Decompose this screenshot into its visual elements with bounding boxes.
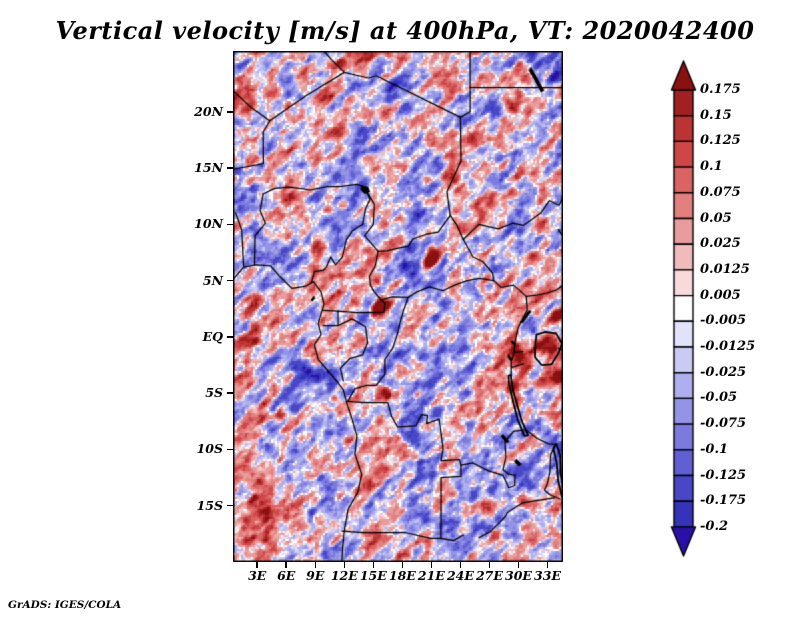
colorbar-tick-label: -0.175: [700, 493, 747, 509]
colorbar-tick-label: 0.1: [700, 159, 723, 175]
lon-tick-label: 21E: [417, 568, 445, 583]
lat-tick-label: 20N: [194, 103, 223, 119]
lon-tick-label: 6E: [277, 568, 296, 583]
colorbar-tick-label: 0.005: [700, 287, 741, 303]
colorbar: [663, 52, 708, 567]
lat-tick: [227, 111, 234, 113]
lon-tick-label: 15E: [359, 568, 387, 583]
colorbar-tick-label: 0.175: [700, 82, 741, 97]
colorbar-tick-label: -0.0125: [700, 339, 756, 354]
colorbar-tick-label: 0.0125: [700, 261, 750, 277]
lat-tick-label: 10S: [196, 441, 223, 457]
lat-tick: [227, 504, 234, 507]
lon-tick-label: 27E: [475, 568, 503, 583]
colorbar-tick-label: -0.075: [700, 416, 747, 432]
lon-tick: [459, 562, 462, 568]
lat-tick: [227, 279, 234, 282]
lat-tick-label: 15S: [196, 497, 223, 513]
lat-tick: [227, 223, 234, 226]
colorbar-tick-label: 0.075: [700, 184, 741, 200]
lat-tick-label: 5N: [202, 272, 223, 288]
lon-tick: [285, 562, 287, 568]
colorbar-tick-label: 0.15: [700, 107, 732, 123]
lon-tick: [546, 562, 549, 568]
lat-tick: [227, 392, 234, 394]
colorbar-tick-label: 0.125: [700, 133, 741, 149]
lon-tick: [401, 562, 404, 568]
lon-tick: [372, 562, 375, 568]
lat-tick-label: 5S: [205, 385, 223, 401]
map-canvas: [233, 51, 563, 562]
lon-tick: [256, 562, 258, 568]
lat-tick: [227, 448, 234, 451]
lon-tick: [488, 562, 491, 568]
lat-tick-label: EQ: [202, 328, 223, 344]
colorbar-tick-label: 0.05: [700, 210, 732, 226]
lon-tick: [314, 562, 316, 568]
lat-tick: [227, 336, 234, 338]
lon-tick-label: 3E: [248, 568, 267, 583]
lon-tick-label: 9E: [306, 568, 325, 583]
lon-tick: [430, 562, 433, 568]
colorbar-tick-label: -0.1: [700, 441, 729, 457]
colorbar-tick-label: -0.005: [700, 313, 747, 329]
lon-tick: [343, 562, 346, 568]
lon-tick-label: 12E: [330, 568, 358, 583]
lat-tick: [227, 167, 234, 169]
plot-title: Vertical velocity [m/s] at 400hPa, VT: 2…: [55, 16, 755, 45]
colorbar-tick-label: -0.2: [700, 518, 729, 534]
colorbar-tick-label: 0.025: [700, 236, 741, 252]
lon-tick-label: 18E: [388, 568, 416, 583]
lon-tick: [517, 562, 520, 568]
lon-tick-label: 33E: [534, 568, 561, 583]
lon-tick-label: 30E: [505, 568, 532, 583]
grads-credit: GrADS: IGES/COLA: [8, 599, 122, 611]
colorbar-tick-label: -0.05: [700, 390, 738, 406]
colorbar-tick-label: -0.125: [700, 467, 747, 483]
colorbar-tick-label: -0.025: [700, 364, 747, 380]
lat-tick-label: 15N: [194, 160, 223, 176]
lon-tick-label: 24E: [446, 568, 474, 583]
lat-tick-label: 10N: [194, 216, 223, 232]
